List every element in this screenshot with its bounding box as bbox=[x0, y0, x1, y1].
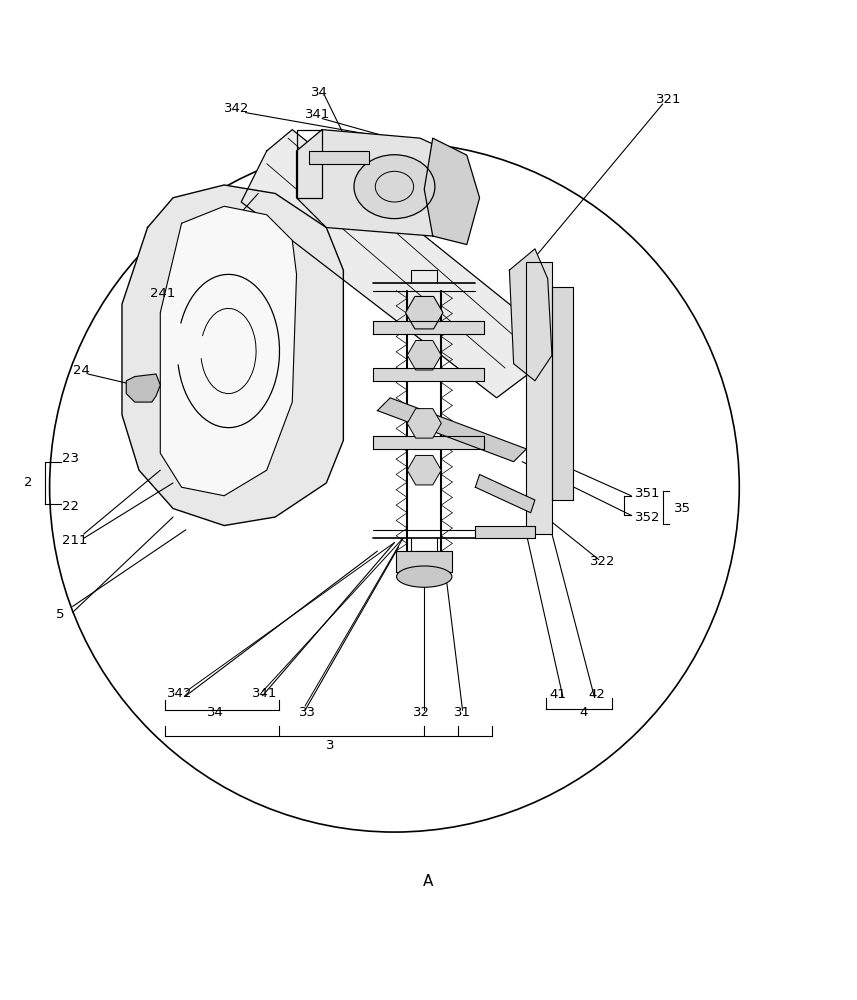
Polygon shape bbox=[526, 262, 552, 534]
Text: 3: 3 bbox=[327, 739, 335, 752]
Polygon shape bbox=[126, 374, 160, 402]
Text: 41: 41 bbox=[549, 688, 566, 701]
Text: 33: 33 bbox=[299, 706, 316, 719]
Polygon shape bbox=[552, 287, 573, 500]
Text: 211: 211 bbox=[63, 534, 88, 547]
Text: 241: 241 bbox=[150, 287, 176, 300]
Polygon shape bbox=[297, 130, 471, 236]
Text: 341: 341 bbox=[305, 108, 331, 121]
Polygon shape bbox=[373, 436, 484, 449]
Text: 32: 32 bbox=[413, 706, 430, 719]
Text: 4: 4 bbox=[579, 706, 588, 719]
Text: 31: 31 bbox=[454, 706, 471, 719]
Polygon shape bbox=[122, 185, 344, 526]
Text: 342: 342 bbox=[225, 102, 249, 115]
Text: 35: 35 bbox=[674, 502, 691, 515]
Text: 23: 23 bbox=[63, 452, 80, 465]
Polygon shape bbox=[377, 398, 526, 462]
Text: 321: 321 bbox=[656, 93, 681, 106]
Text: 22: 22 bbox=[63, 500, 80, 513]
Text: 34: 34 bbox=[311, 86, 328, 99]
Text: 322: 322 bbox=[590, 555, 616, 568]
Polygon shape bbox=[241, 130, 556, 398]
Polygon shape bbox=[309, 151, 369, 164]
Polygon shape bbox=[373, 321, 484, 334]
Polygon shape bbox=[160, 206, 297, 496]
Text: 34: 34 bbox=[207, 706, 224, 719]
Text: 342: 342 bbox=[167, 687, 193, 700]
Text: 5: 5 bbox=[57, 608, 65, 621]
Polygon shape bbox=[396, 551, 452, 572]
Text: 24: 24 bbox=[73, 364, 89, 377]
Text: 352: 352 bbox=[634, 511, 660, 524]
Ellipse shape bbox=[354, 155, 434, 219]
Ellipse shape bbox=[397, 566, 452, 587]
Polygon shape bbox=[476, 474, 535, 513]
Text: 42: 42 bbox=[589, 688, 606, 701]
Text: 351: 351 bbox=[634, 487, 660, 500]
Polygon shape bbox=[424, 138, 480, 245]
Text: 2: 2 bbox=[24, 476, 33, 489]
Polygon shape bbox=[509, 249, 552, 381]
Text: A: A bbox=[423, 874, 434, 889]
Polygon shape bbox=[373, 368, 484, 381]
Polygon shape bbox=[476, 526, 535, 538]
Text: 341: 341 bbox=[252, 687, 278, 700]
